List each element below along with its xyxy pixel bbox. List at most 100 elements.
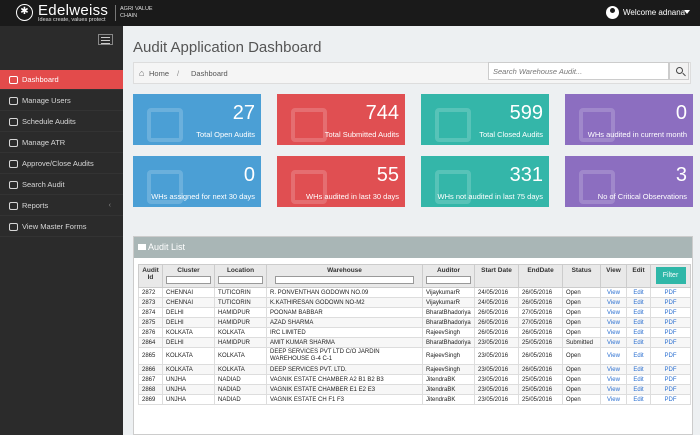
table-cell: NADIAD <box>214 394 267 405</box>
edit-link[interactable]: Edit <box>626 364 651 375</box>
table-cell: 2869 <box>138 394 163 405</box>
edit-link[interactable]: Edit <box>626 394 651 405</box>
card-background-icon <box>291 108 327 142</box>
edit-link[interactable]: Edit <box>626 337 651 348</box>
pdf-link[interactable]: PDF <box>650 297 691 308</box>
table-cell: 2875 <box>138 317 163 328</box>
column-filter-input[interactable] <box>217 276 264 284</box>
table-row: 2869 UNJHA NADIAD VAGNIK ESTATE CH F1 F3 Jit… <box>138 394 691 405</box>
view-link[interactable]: View <box>600 327 627 338</box>
column-filter-input[interactable] <box>274 276 415 284</box>
brand-name: Edelweiss <box>38 2 109 19</box>
stat-card[interactable]: 3 No of Critical Observations <box>565 156 693 207</box>
sidebar-item-approve-close-audits[interactable]: Approve/Close Audits <box>0 154 123 174</box>
table-cell: KOLKATA <box>162 347 215 365</box>
pdf-link[interactable]: PDF <box>650 384 691 395</box>
pdf-link[interactable]: PDF <box>650 327 691 338</box>
stat-card[interactable]: 599 Total Closed Audits <box>421 94 549 145</box>
pdf-link[interactable]: PDF <box>650 307 691 318</box>
stat-card[interactable]: 55 WHs audited in last 30 days <box>277 156 405 207</box>
breadcrumb-home-link[interactable]: Home <box>149 69 170 78</box>
column-header-label: Warehouse <box>327 267 362 274</box>
card-background-icon <box>435 108 471 142</box>
edit-link[interactable]: Edit <box>626 327 651 338</box>
edit-link[interactable]: Edit <box>626 287 651 298</box>
caret-down-icon[interactable] <box>684 10 690 14</box>
pdf-link[interactable]: PDF <box>650 347 691 365</box>
sidebar-item-view-master-forms[interactable]: View Master Forms <box>0 217 123 237</box>
edit-link[interactable]: Edit <box>626 347 651 365</box>
table-row: 2865 KOLKATA KOLKATA DEEP SERVICES PVT LTD … <box>138 347 691 365</box>
filter-button[interactable]: Filter <box>655 267 686 284</box>
view-link[interactable]: View <box>600 347 627 365</box>
nav-icon <box>9 139 18 147</box>
sidebar-item-reports[interactable]: Reports ‹ <box>0 196 123 216</box>
pdf-link[interactable]: PDF <box>650 374 691 385</box>
table-cell: Open <box>562 307 601 318</box>
view-link[interactable]: View <box>600 374 627 385</box>
table-cell: 26/05/2016 <box>474 307 519 318</box>
sidebar-item-dashboard[interactable]: Dashboard <box>0 70 123 90</box>
view-link[interactable]: View <box>600 337 627 348</box>
table-cell: 24/05/2016 <box>474 297 519 308</box>
view-link[interactable]: View <box>600 384 627 395</box>
stat-card[interactable]: 744 Total Submitted Audits <box>277 94 405 145</box>
table-cell: Open <box>562 374 601 385</box>
menu-toggle-icon[interactable] <box>98 34 113 45</box>
search-button[interactable] <box>669 62 689 80</box>
stat-card[interactable]: 0 WHs audited in current month <box>565 94 693 145</box>
pdf-link[interactable]: PDF <box>650 364 691 375</box>
folder-icon <box>138 244 146 250</box>
table-cell: RajeevSingh <box>422 364 475 375</box>
column-filter-input[interactable] <box>425 276 472 284</box>
table-cell: 23/05/2016 <box>474 364 519 375</box>
edit-link[interactable]: Edit <box>626 307 651 318</box>
sidebar-item-manage-users[interactable]: Manage Users <box>0 91 123 111</box>
edit-link[interactable]: Edit <box>626 297 651 308</box>
table-cell: 26/05/2016 <box>518 297 563 308</box>
sidebar-item-search-audit[interactable]: Search Audit <box>0 175 123 195</box>
table-cell: JitendraBK <box>422 394 475 405</box>
table-cell: CHENNAI <box>162 287 215 298</box>
stat-label: WHs audited in last 30 days <box>306 192 399 201</box>
edit-link[interactable]: Edit <box>626 384 651 395</box>
sidebar-item-label: Manage ATR <box>22 138 66 147</box>
pdf-link[interactable]: PDF <box>650 394 691 405</box>
user-avatar-icon[interactable] <box>606 6 619 19</box>
table-cell: 2867 <box>138 374 163 385</box>
view-link[interactable]: View <box>600 307 627 318</box>
pdf-link[interactable]: PDF <box>650 287 691 298</box>
view-link[interactable]: View <box>600 287 627 298</box>
view-link[interactable]: View <box>600 364 627 375</box>
table-cell: Open <box>562 347 601 365</box>
table-cell: 25/05/2016 <box>518 374 563 385</box>
view-link[interactable]: View <box>600 394 627 405</box>
brand-subtitle: AGRI VALUE CHAIN <box>120 6 153 19</box>
stat-value: 3 <box>675 164 687 186</box>
sidebar-item-manage-atr[interactable]: Manage ATR <box>0 133 123 153</box>
pdf-link[interactable]: PDF <box>650 337 691 348</box>
view-link[interactable]: View <box>600 317 627 328</box>
table-cell: TUTICORIN <box>214 287 267 298</box>
view-link[interactable]: View <box>600 297 627 308</box>
stat-label: WHs audited in current month <box>587 130 687 139</box>
column-filter-input[interactable] <box>165 276 212 284</box>
table-row: 2864 DELHI HAMIDPUR AMIT KUMAR SHARMA Bharat… <box>138 337 691 348</box>
table-cell: 25/05/2016 <box>518 384 563 395</box>
stat-card[interactable]: 0 WHs assigned for next 30 days <box>133 156 261 207</box>
welcome-user-menu[interactable]: Welcome adnana <box>623 8 686 17</box>
edit-link[interactable]: Edit <box>626 317 651 328</box>
card-background-icon <box>147 170 183 204</box>
card-background-icon <box>435 170 471 204</box>
sidebar-item-label: View Master Forms <box>22 222 87 231</box>
search-input[interactable] <box>488 62 669 80</box>
edit-link[interactable]: Edit <box>626 374 651 385</box>
pdf-link[interactable]: PDF <box>650 317 691 328</box>
table-cell: JitendraBK <box>422 374 475 385</box>
table-cell: KOLKATA <box>162 327 215 338</box>
stat-card[interactable]: 331 WHs not audited in last 75 days <box>421 156 549 207</box>
stat-card[interactable]: 27 Total Open Audits <box>133 94 261 145</box>
table-row: 2867 UNJHA NADIAD VAGNIK ESTATE CHAMBER A2 … <box>138 374 691 385</box>
sidebar-item-schedule-audits[interactable]: Schedule Audits <box>0 112 123 132</box>
home-icon[interactable]: ⌂ <box>139 68 145 78</box>
